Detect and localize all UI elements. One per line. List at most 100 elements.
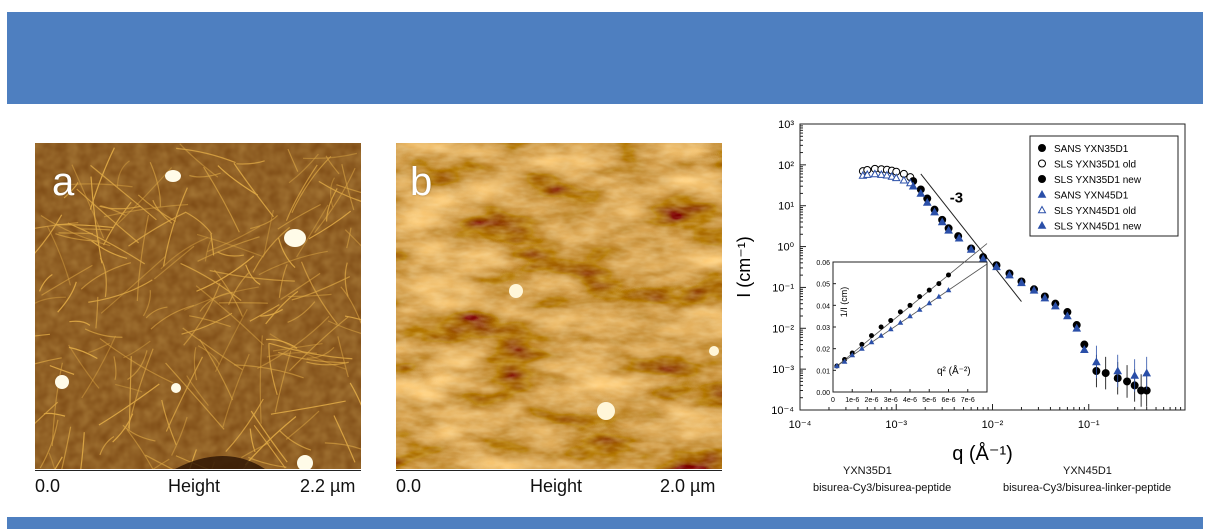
inset-y-label: 1/I (cm) bbox=[839, 287, 849, 318]
inset-x-tick-label: 2e-6 bbox=[864, 397, 878, 404]
inset-y-tick-label: 0.06 bbox=[816, 260, 830, 267]
inset-data-point bbox=[841, 358, 848, 364]
scale-title-b: Height bbox=[530, 476, 583, 496]
inset-data-point bbox=[917, 294, 923, 300]
legend-entry: SLS YXN45D1 old bbox=[1054, 206, 1136, 217]
afm-image-b bbox=[396, 143, 722, 469]
inset-series-1 bbox=[834, 263, 988, 369]
legend-marker bbox=[1037, 189, 1047, 198]
legend-entry: SLS YXN35D1 new bbox=[1054, 175, 1142, 186]
inset-data-point bbox=[945, 287, 952, 293]
inset-x-tick-label: 0 bbox=[831, 397, 835, 404]
inset-y-tick-label: 0.03 bbox=[816, 325, 830, 332]
data-point bbox=[1079, 345, 1089, 353]
data-point bbox=[916, 188, 926, 197]
caption-right-desc: bisurea-Cy3/bisurea-linker-peptide bbox=[1003, 482, 1172, 494]
data-point bbox=[908, 181, 918, 190]
inset-data-point bbox=[834, 362, 840, 369]
y-tick-label: 10⁰ bbox=[777, 242, 794, 254]
caption-right-code: YXN45D1 bbox=[1063, 465, 1112, 477]
inset-data-point bbox=[869, 333, 874, 339]
scale-bar-a bbox=[35, 470, 361, 471]
inset-data-point bbox=[946, 272, 951, 278]
caption-left-code: YXN35D1 bbox=[843, 465, 892, 477]
slope-line bbox=[920, 173, 1022, 302]
data-point bbox=[930, 207, 939, 216]
data-point bbox=[944, 225, 953, 234]
scale-bar-b bbox=[396, 470, 722, 471]
legend-marker bbox=[1037, 220, 1047, 229]
data-point bbox=[1040, 293, 1050, 302]
inset-data-point bbox=[926, 300, 933, 306]
data-point bbox=[1005, 270, 1014, 279]
inset-x-tick-label: 3e-6 bbox=[884, 397, 898, 404]
x-tick-label: 10⁻² bbox=[982, 419, 1004, 431]
inset-y-tick-label: 0.00 bbox=[816, 390, 830, 397]
inset-data-point bbox=[868, 339, 875, 345]
inset-data-point bbox=[897, 319, 904, 325]
inset-y-tick-label: 0.01 bbox=[816, 368, 830, 375]
inset-y-tick-label: 0.02 bbox=[816, 347, 830, 354]
data-point bbox=[954, 233, 964, 242]
inset-x-tick-label: 6e-6 bbox=[941, 397, 955, 404]
inset-data-point bbox=[887, 326, 894, 332]
series-1 bbox=[858, 164, 915, 182]
y-tick-label: 10³ bbox=[778, 119, 794, 131]
legend-marker bbox=[1038, 159, 1046, 168]
inset-data-point bbox=[878, 324, 884, 330]
data-point bbox=[1029, 285, 1039, 294]
inset-x-tick-label: 4e-6 bbox=[903, 397, 917, 404]
scale-max-b: 2.0 µm bbox=[660, 476, 716, 496]
inset-data-point bbox=[878, 332, 884, 338]
legend-marker bbox=[1037, 205, 1047, 214]
data-point bbox=[876, 169, 886, 178]
legend-marker bbox=[1038, 175, 1046, 183]
inset-data-point bbox=[907, 302, 913, 308]
inset-data-point bbox=[936, 293, 942, 299]
caption-left-desc: bisurea-Cy3/bisurea-peptide bbox=[813, 482, 952, 494]
legend-box bbox=[1029, 135, 1179, 237]
data-point bbox=[891, 173, 901, 182]
scale-title-a: Height bbox=[168, 476, 221, 496]
inset-y-tick-label: 0.05 bbox=[816, 282, 830, 289]
inset-data-point bbox=[916, 306, 923, 312]
legend-entry: SLS YXN45D1 new bbox=[1054, 222, 1142, 233]
data-point bbox=[1017, 278, 1026, 287]
y-tick-label: 10⁻¹ bbox=[772, 282, 794, 294]
data-point bbox=[899, 175, 909, 184]
data-point bbox=[1051, 301, 1060, 310]
series-4 bbox=[858, 169, 915, 187]
y-tick-label: 10² bbox=[778, 160, 794, 172]
legend-entry: SLS YXN35D1 old bbox=[1054, 160, 1136, 171]
inset-x-tick-label: 7e-6 bbox=[961, 397, 975, 404]
data-point bbox=[937, 217, 947, 226]
y-axis-label: I (cm⁻¹) bbox=[734, 236, 754, 297]
y-tick-label: 10⁻⁴ bbox=[771, 405, 794, 417]
saxs-chart: 10⁻⁴ 10⁻³ 10⁻² 10⁻¹ 10⁻⁴ 10⁻³ 10⁻² 10⁻¹ 10⁰ 10¹ 10… bbox=[734, 119, 1186, 465]
inset-data-point bbox=[936, 281, 942, 287]
afm-image-a bbox=[35, 143, 361, 469]
x-tick-label: 10⁻¹ bbox=[1078, 419, 1100, 431]
data-point bbox=[887, 171, 897, 180]
inset-x-tick-label: 5e-6 bbox=[922, 397, 936, 404]
data-point bbox=[992, 262, 1001, 271]
series-3 bbox=[954, 233, 1152, 392]
data-point bbox=[922, 197, 932, 206]
top-banner bbox=[7, 12, 1203, 104]
scale-min-a: 0.0 bbox=[35, 476, 61, 496]
inset-x-label: q² (Å⁻²) bbox=[937, 364, 971, 377]
inset-data-point bbox=[926, 287, 932, 293]
scale-max-a: 2.2 µm bbox=[300, 476, 356, 496]
data-point bbox=[1072, 323, 1082, 332]
data-point bbox=[870, 169, 880, 178]
x-axis-label: q (Å⁻¹) bbox=[952, 442, 1013, 465]
inset-data-point bbox=[859, 345, 865, 351]
data-point bbox=[1063, 311, 1072, 320]
inset-y-tick-label: 0.04 bbox=[816, 303, 830, 310]
scale-min-b: 0.0 bbox=[396, 476, 422, 496]
slope-annotation: -3 bbox=[950, 189, 963, 206]
x-tick-label: 10⁻⁴ bbox=[789, 419, 812, 431]
inset-data-point bbox=[907, 313, 913, 319]
y-tick-label: 10⁻² bbox=[772, 323, 794, 335]
series-5 bbox=[908, 181, 953, 234]
